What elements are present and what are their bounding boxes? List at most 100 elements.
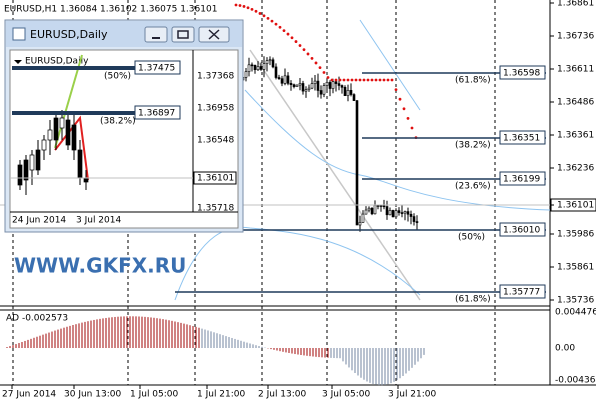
sar-dot [298, 44, 302, 47]
candle-body [388, 210, 392, 216]
minimize-button[interactable] [144, 26, 168, 43]
sar-dot [346, 78, 350, 82]
sar-dot [302, 48, 306, 52]
sar-dot [266, 16, 270, 20]
watermark: WWW.GKFX.RU [14, 254, 186, 278]
candle-body [403, 211, 407, 214]
candle-body [352, 94, 356, 101]
fibonacci-levels: (61.8%) 1.36598 (38.2%) 1.36351 (23.6%) 1.361… [175, 65, 546, 305]
sar-dot [286, 32, 290, 36]
current-price-box [193, 171, 237, 185]
candle-body [259, 66, 263, 70]
fib-percent: (50%) [104, 72, 131, 82]
candle-body [355, 100, 359, 226]
sar-dot [250, 8, 254, 11]
close-icon [208, 29, 220, 40]
fib-price-box [134, 60, 181, 75]
inset-fibonacci-levels: (50%) 1.37475 (38.2%)1.36897 [12, 60, 181, 127]
indicator-axis-label: 0.004476 [555, 308, 596, 318]
sar-dot [234, 3, 238, 7]
sar-dot [294, 40, 298, 43]
trend-line [54, 54, 83, 149]
sar-dot [318, 66, 322, 70]
price-label: 1.36861 [557, 0, 594, 9]
candle-body [29, 154, 35, 171]
sar-dot [374, 78, 378, 82]
fib-price-box [499, 130, 546, 145]
candle-body [83, 177, 89, 183]
fib-price-box [499, 284, 546, 299]
candle-body [23, 159, 29, 181]
price-label: 1.35986 [557, 230, 594, 240]
time-label: 1 Jul 21:00 [197, 390, 246, 400]
fib-price-box [134, 105, 181, 120]
fib-percent: (38.2%) [455, 141, 491, 151]
price-label: 1.36361 [557, 131, 594, 141]
price-label: 1.35736 [557, 296, 594, 306]
candle-body [295, 84, 299, 87]
sar-dot [402, 107, 406, 111]
candle-body [343, 87, 347, 97]
candle-body [325, 82, 329, 86]
candle-body [59, 117, 65, 129]
sar-dot [342, 78, 346, 82]
moving-average [174, 226, 421, 301]
candle-body [349, 90, 353, 95]
candle-body [376, 205, 380, 207]
fib-price: 1.36351 [503, 134, 540, 144]
inset-price-label: 1.36958 [197, 104, 234, 114]
inset-price-label: 1.35718 [197, 204, 234, 214]
fib-percent: (61.8%) [455, 76, 491, 86]
candle-body [283, 75, 287, 84]
candle-body [313, 80, 317, 84]
restore-icon [177, 30, 189, 39]
inset-price-label: 1.37368 [197, 72, 234, 82]
candle-body [409, 213, 413, 217]
inset-window[interactable]: EURUSD,Daily EURUSD,Daily (50%) 1.37475 (3… [4, 19, 244, 233]
candle-body [53, 117, 59, 141]
candle-body [364, 209, 368, 215]
price-label: 1.35861 [557, 263, 594, 273]
candle-body [382, 205, 386, 208]
candle-body [289, 83, 293, 85]
sar-dot [254, 9, 258, 13]
candle-body [47, 129, 53, 141]
candle-body [322, 85, 326, 95]
candle-body [280, 78, 284, 84]
price-label: 1.36236 [557, 164, 594, 174]
sar-dot [246, 6, 250, 10]
fib-price: 1.36010 [503, 226, 540, 236]
candle-body [247, 64, 251, 72]
candle-body [17, 164, 23, 186]
candle-body [358, 222, 362, 226]
restore-button[interactable] [171, 26, 195, 43]
sar-dot [290, 36, 294, 40]
window-title: EURUSD,Daily [30, 28, 108, 41]
time-label: 2 Jul 13:00 [258, 390, 307, 400]
moving-average [359, 19, 421, 111]
candle-body [412, 216, 416, 222]
candle-body [334, 81, 338, 84]
candle-body [41, 139, 47, 151]
candle-body [71, 124, 77, 151]
sar-dot [354, 78, 358, 82]
candle-body [77, 149, 83, 179]
candle-body [340, 85, 344, 88]
price-label: 1.36611 [557, 65, 594, 75]
fib-price: 1.36199 [503, 175, 540, 185]
candle-body [310, 83, 314, 89]
inset-header: EURUSD,Daily [25, 57, 89, 67]
sar-dot [338, 78, 342, 82]
time-label: 1 Jul 05:00 [130, 390, 179, 400]
sar-dot [378, 78, 382, 82]
sar-dot [274, 22, 278, 26]
inset-candles [17, 110, 89, 195]
sar-dot [282, 29, 286, 32]
candle-body [265, 60, 269, 65]
sar-dot [278, 25, 282, 29]
sar-dot [370, 78, 374, 82]
candle-body [394, 210, 398, 218]
candle-body [346, 90, 350, 97]
time-label: 3 Jul 05:00 [322, 390, 371, 400]
